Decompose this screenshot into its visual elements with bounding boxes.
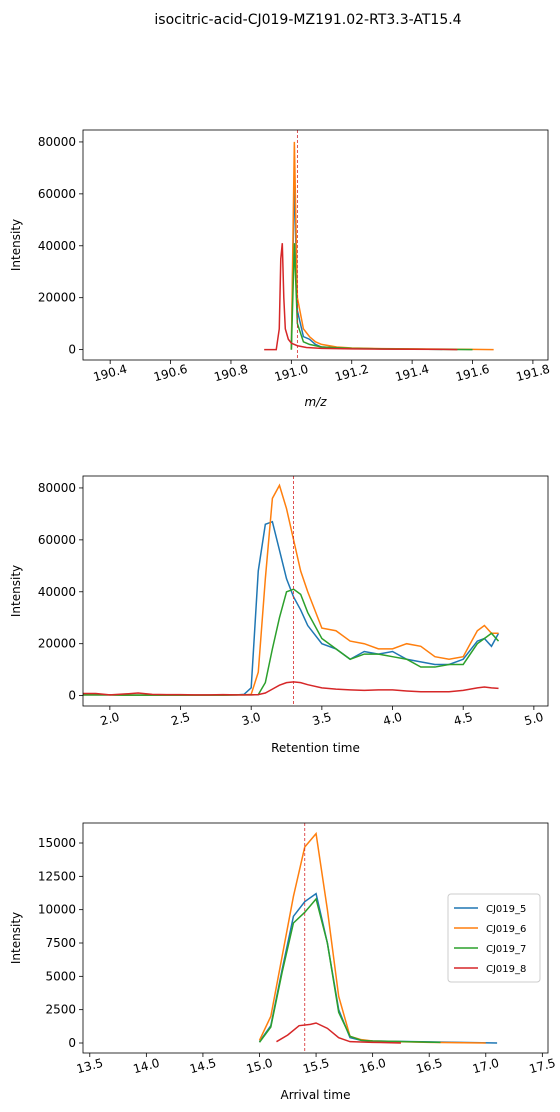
y-tick-label: 40000 (38, 585, 76, 599)
x-tick-label: 17.0 (471, 1056, 500, 1076)
x-tick-label: 15.0 (245, 1056, 274, 1076)
series-line (290, 243, 473, 351)
series-line (258, 897, 441, 1044)
y-axis-label: Intensity (9, 219, 23, 271)
y-tick-label: 0 (68, 343, 76, 357)
axes-frame (82, 822, 549, 1054)
series-line (276, 1022, 401, 1044)
y-tick-label: 20000 (38, 291, 76, 305)
y-tick-label: 40000 (38, 239, 76, 253)
x-tick-label: 191.4 (394, 362, 431, 384)
y-tick-label: 15000 (38, 836, 76, 850)
x-tick-label: 13.5 (75, 1056, 104, 1076)
x-tick-label: 190.6 (152, 362, 189, 384)
series-line (83, 588, 500, 696)
x-tick-label: 191.2 (333, 362, 370, 384)
y-tick-label: 2500 (45, 1003, 76, 1017)
x-axis-label: Arrival time (281, 1088, 351, 1102)
y-axis-label: Intensity (9, 565, 23, 617)
x-tick-label: 3.0 (240, 710, 262, 728)
y-tick-label: 60000 (38, 187, 76, 201)
y-axis-label: Intensity (9, 912, 23, 964)
figure-title: isocitric-acid-CJ019-MZ191.02-RT3.3-AT15… (154, 12, 461, 28)
y-tick-label: 12500 (38, 869, 76, 883)
series-line (83, 681, 499, 696)
y-tick-label: 20000 (38, 637, 76, 651)
x-tick-label: 191.0 (273, 362, 310, 384)
axes-frame (82, 129, 549, 361)
x-tick-label: 16.5 (414, 1056, 443, 1076)
y-tick-label: 0 (68, 689, 76, 703)
x-tick-label: 3.5 (311, 710, 333, 728)
x-tick-label: 14.5 (188, 1056, 217, 1076)
x-axis-label: Retention time (271, 741, 360, 755)
x-tick-label: 2.5 (169, 710, 191, 728)
legend-label: CJ019_8 (486, 964, 526, 975)
x-tick-label: 5.0 (523, 710, 545, 728)
x-axis-label: m/z (304, 395, 327, 409)
series-line (290, 141, 494, 351)
x-tick-label: 190.4 (92, 362, 129, 384)
series-line (264, 243, 458, 351)
y-tick-label: 0 (68, 1036, 76, 1050)
x-tick-label: 4.0 (381, 710, 403, 728)
x-tick-label: 191.6 (454, 362, 491, 384)
y-tick-label: 5000 (45, 969, 76, 983)
x-tick-label: 190.8 (213, 362, 250, 384)
legend-box (447, 893, 541, 983)
series-line (83, 520, 500, 696)
x-tick-label: 16.0 (358, 1056, 387, 1076)
x-tick-label: 2.0 (99, 710, 121, 728)
y-tick-label: 60000 (38, 533, 76, 547)
x-tick-label: 4.5 (452, 710, 474, 728)
legend-label: CJ019_6 (486, 924, 526, 935)
y-tick-label: 7500 (45, 936, 76, 950)
legend-label: CJ019_7 (486, 944, 526, 955)
series-line (290, 175, 443, 351)
y-tick-label: 80000 (38, 135, 76, 149)
y-tick-label: 80000 (38, 481, 76, 495)
axes-frame (82, 475, 549, 707)
x-tick-label: 14.0 (132, 1056, 161, 1076)
x-tick-label: 17.5 (528, 1056, 557, 1076)
y-tick-label: 10000 (38, 903, 76, 917)
x-tick-label: 15.5 (301, 1056, 330, 1076)
legend-label: CJ019_5 (486, 904, 526, 915)
x-tick-label: 191.8 (514, 362, 551, 384)
